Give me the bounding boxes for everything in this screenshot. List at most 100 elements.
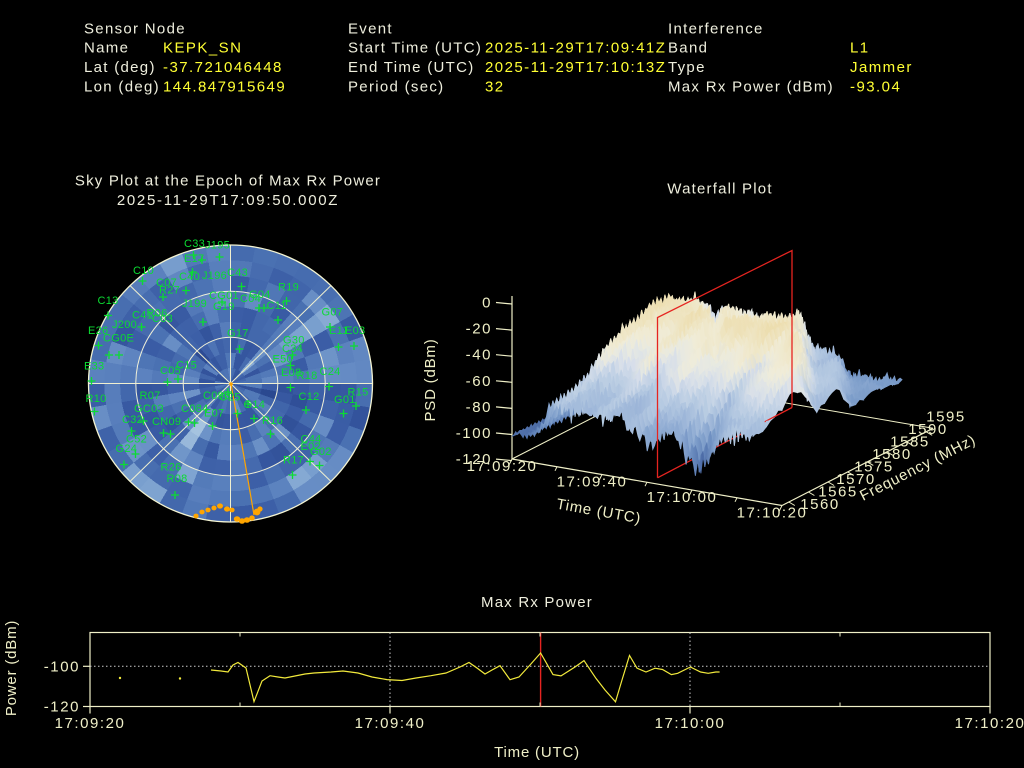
svg-text:C52: C52 (126, 434, 147, 446)
svg-text:17:09:20: 17:09:20 (55, 715, 126, 732)
svg-text:GC03: GC03 (134, 403, 164, 415)
svg-text:C40: C40 (179, 271, 200, 283)
svg-text:Interference: Interference (668, 21, 764, 38)
svg-text:Sensor Node: Sensor Node (84, 21, 186, 38)
svg-text:C24: C24 (320, 366, 341, 378)
svg-text:Lat (deg): Lat (deg) (84, 59, 156, 76)
svg-text:1590: 1590 (908, 421, 948, 438)
svg-text:0: 0 (482, 295, 492, 312)
svg-text:-20: -20 (466, 321, 492, 338)
svg-text:G14: G14 (244, 399, 266, 411)
svg-text:G07: G07 (322, 307, 344, 319)
svg-text:Time (UTC): Time (UTC) (494, 744, 580, 761)
svg-text:J199: J199 (182, 298, 207, 310)
svg-text:2025-11-29T17:10:13Z: 2025-11-29T17:10:13Z (485, 59, 666, 76)
svg-text:C34: C34 (282, 343, 303, 355)
svg-text:Jammer: Jammer (850, 59, 913, 76)
svg-text:R15: R15 (348, 387, 369, 399)
svg-text:17:10:00: 17:10:00 (655, 715, 726, 732)
svg-text:R06: R06 (147, 308, 168, 320)
svg-text:E11: E11 (329, 325, 349, 337)
svg-text:L1: L1 (850, 40, 870, 57)
svg-text:R17: R17 (283, 455, 304, 467)
svg-text:E26: E26 (88, 325, 108, 337)
svg-text:R10: R10 (86, 393, 107, 405)
svg-text:Sky Plot at the Epoch of Max R: Sky Plot at the Epoch of Max Rx Power (75, 173, 381, 190)
svg-text:C33: C33 (184, 238, 205, 250)
svg-text:G17: G17 (227, 328, 249, 340)
svg-text:G01: G01 (334, 394, 356, 406)
svg-text:Waterfall Plot: Waterfall Plot (667, 181, 772, 198)
svg-text:Max Rx Power: Max Rx Power (481, 594, 593, 611)
svg-text:17:09:40: 17:09:40 (355, 715, 426, 732)
svg-text:17:09:20: 17:09:20 (467, 458, 538, 475)
svg-text:R18: R18 (297, 370, 318, 382)
svg-text:-40: -40 (466, 347, 492, 364)
svg-text:Period (sec): Period (sec) (348, 79, 444, 96)
svg-text:R19: R19 (278, 282, 299, 294)
svg-text:C07: C07 (156, 277, 177, 289)
svg-text:G02: G02 (310, 446, 332, 458)
svg-text:KEPK_SN: KEPK_SN (163, 40, 242, 57)
svg-text:-120: -120 (44, 699, 80, 716)
svg-text:144.847915649: 144.847915649 (163, 79, 286, 96)
svg-text:C03: C03 (152, 313, 173, 325)
svg-text:C10: C10 (133, 265, 154, 277)
svg-text:J196: J196 (202, 270, 227, 282)
svg-text:C44: C44 (301, 434, 322, 446)
svg-text:1585: 1585 (890, 434, 930, 451)
svg-text:R08: R08 (167, 473, 188, 485)
svg-text:G04: G04 (249, 289, 271, 301)
svg-text:C11: C11 (267, 300, 287, 312)
svg-text:C12: C12 (299, 391, 320, 403)
svg-text:E07: E07 (204, 408, 224, 420)
svg-text:End Time (UTC): End Time (UTC) (348, 59, 475, 76)
svg-text:32: 32 (485, 79, 505, 96)
svg-text:17:10:20: 17:10:20 (955, 715, 1024, 732)
svg-text:CG01: CG01 (209, 290, 239, 302)
svg-text:Power (dBm): Power (dBm) (3, 620, 20, 716)
svg-text:Name: Name (84, 40, 129, 57)
svg-text:-100: -100 (44, 658, 80, 675)
svg-text:Max Rx Power (dBm): Max Rx Power (dBm) (668, 79, 834, 96)
svg-text:E08: E08 (281, 367, 301, 379)
svg-text:-93.04: -93.04 (850, 79, 901, 96)
svg-text:1560: 1560 (800, 496, 840, 513)
svg-text:17:10:20: 17:10:20 (737, 505, 808, 522)
svg-text:E50: E50 (273, 354, 293, 366)
svg-text:2025-11-29T17:09:41Z: 2025-11-29T17:09:41Z (485, 40, 666, 57)
svg-text:G30: G30 (283, 335, 305, 347)
svg-text:R27: R27 (159, 285, 180, 297)
svg-text:C43: C43 (227, 267, 248, 279)
svg-text:J195: J195 (205, 240, 230, 252)
svg-text:17:10:00: 17:10:00 (647, 489, 718, 506)
svg-text:-120: -120 (456, 451, 492, 468)
svg-text:1575: 1575 (854, 459, 894, 476)
svg-text:CN09: CN09 (152, 416, 181, 428)
svg-text:C096: C096 (203, 390, 231, 402)
svg-text:G25: G25 (219, 392, 241, 404)
svg-text:1565: 1565 (818, 484, 858, 501)
svg-text:J200: J200 (112, 319, 137, 331)
svg-text:Lon (deg): Lon (deg) (84, 79, 160, 96)
svg-text:R26: R26 (161, 462, 182, 474)
svg-text:1595: 1595 (926, 409, 966, 426)
svg-text:-100: -100 (456, 425, 492, 442)
svg-text:Band: Band (668, 40, 708, 57)
svg-text:C05: C05 (160, 365, 181, 377)
svg-text:-60: -60 (466, 373, 492, 390)
svg-text:C04: C04 (240, 293, 261, 305)
svg-text:R16: R16 (262, 415, 283, 427)
svg-text:2025-11-29T17:09:50.000Z: 2025-11-29T17:09:50.000Z (117, 192, 339, 209)
svg-text:CG0E: CG0E (103, 333, 134, 345)
svg-text:E03: E03 (345, 325, 365, 337)
svg-text:17:09:40: 17:09:40 (557, 474, 628, 491)
svg-text:-80: -80 (466, 399, 492, 416)
svg-text:E33: E33 (84, 361, 104, 373)
svg-text:R07: R07 (140, 390, 161, 402)
svg-text:Start Time (UTC): Start Time (UTC) (348, 40, 482, 57)
svg-text:PSD (dBm): PSD (dBm) (422, 338, 439, 421)
svg-text:C32: C32 (122, 414, 143, 426)
svg-text:E02: E02 (301, 441, 321, 453)
svg-text:-37.721046448: -37.721046448 (163, 59, 283, 76)
